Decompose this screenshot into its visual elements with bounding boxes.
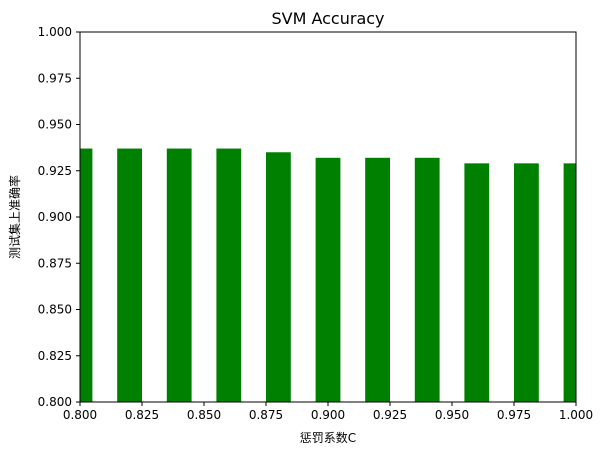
bar <box>563 163 576 402</box>
x-tick-label: 0.925 <box>373 408 407 422</box>
x-tick-label: 0.875 <box>249 408 283 422</box>
chart-title: SVM Accuracy <box>271 9 384 28</box>
bar <box>315 157 341 402</box>
bars-group <box>80 148 576 402</box>
bar <box>414 157 440 402</box>
y-axis: 0.800 0.825 0.850 0.875 0.900 0.925 0.950 0.975… <box>38 25 80 409</box>
y-tick-label: 0.975 <box>38 71 72 85</box>
y-axis-label: 测试集上准确率 <box>7 175 22 259</box>
y-tick-label: 0.925 <box>38 164 72 178</box>
y-tick-label: 1.000 <box>38 25 72 39</box>
y-tick-label: 0.875 <box>38 256 72 270</box>
x-tick-label: 0.950 <box>435 408 469 422</box>
x-tick-label: 0.900 <box>311 408 345 422</box>
y-tick-label: 0.950 <box>38 118 72 132</box>
y-tick-label: 0.850 <box>38 303 72 317</box>
x-axis: 0.800 0.825 0.850 0.875 0.900 0.925 0.950 0.975… <box>63 402 593 422</box>
bar <box>117 148 142 402</box>
bar <box>514 163 539 402</box>
bar <box>266 152 291 402</box>
y-tick-label: 0.900 <box>38 210 72 224</box>
x-tick-label: 0.800 <box>63 408 97 422</box>
x-tick-label: 0.850 <box>187 408 221 422</box>
bar <box>365 157 390 402</box>
x-tick-label: 0.825 <box>125 408 159 422</box>
x-tick-label: 1.000 <box>559 408 593 422</box>
y-tick-label: 0.800 <box>38 395 72 409</box>
bar <box>216 148 242 402</box>
x-axis-label: 惩罚系数C <box>300 430 356 445</box>
bar <box>80 148 93 402</box>
x-tick-label: 0.975 <box>497 408 531 422</box>
y-tick-label: 0.825 <box>38 349 72 363</box>
bar <box>464 163 490 402</box>
bar <box>166 148 192 402</box>
